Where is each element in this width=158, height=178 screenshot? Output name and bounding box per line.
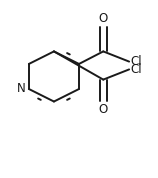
- Text: Cl: Cl: [131, 63, 142, 76]
- Text: O: O: [99, 12, 108, 25]
- Text: Cl: Cl: [131, 55, 142, 68]
- Text: N: N: [17, 82, 26, 96]
- Text: O: O: [99, 103, 108, 116]
